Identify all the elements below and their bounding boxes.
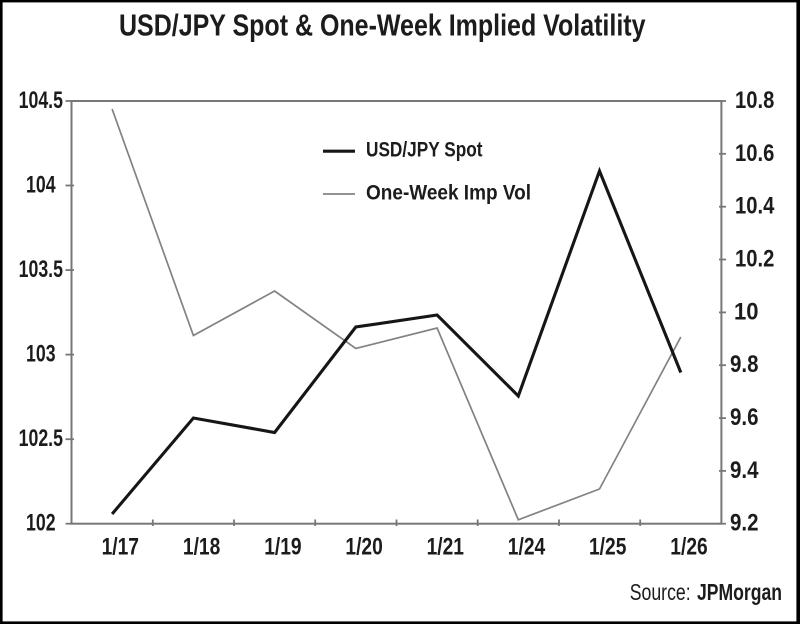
svg-text:10.6: 10.6 <box>735 140 774 167</box>
svg-text:USD/JPY Spot & One-Week Implie: USD/JPY Spot & One-Week Implied Volatili… <box>119 7 646 42</box>
svg-text:10.8: 10.8 <box>735 87 774 114</box>
svg-text:USD/JPY Spot: USD/JPY Spot <box>366 138 483 161</box>
svg-text:1/17: 1/17 <box>102 533 139 560</box>
svg-text:104: 104 <box>26 172 56 199</box>
svg-text:1/19: 1/19 <box>264 533 301 560</box>
svg-text:9.2: 9.2 <box>730 510 759 537</box>
svg-text:103: 103 <box>26 341 56 368</box>
svg-text:102.5: 102.5 <box>19 425 63 452</box>
svg-text:1/18: 1/18 <box>183 533 220 560</box>
svg-text:104.5: 104.5 <box>19 87 63 114</box>
svg-text:9.8: 9.8 <box>730 351 759 378</box>
svg-text:1/24: 1/24 <box>508 533 546 560</box>
svg-text:103.5: 103.5 <box>19 256 63 283</box>
svg-text:JPMorgan: JPMorgan <box>697 579 782 605</box>
svg-text:1/25: 1/25 <box>589 533 626 560</box>
svg-text:1/20: 1/20 <box>345 533 382 560</box>
svg-text:9.4: 9.4 <box>730 457 759 484</box>
svg-text:9.6: 9.6 <box>730 404 759 431</box>
svg-text:10: 10 <box>734 298 759 325</box>
svg-text:1/21: 1/21 <box>427 533 464 560</box>
svg-text:10.4: 10.4 <box>735 193 775 220</box>
svg-text:1/26: 1/26 <box>670 533 707 560</box>
svg-text:102: 102 <box>26 510 56 537</box>
svg-text:10.2: 10.2 <box>735 246 774 273</box>
svg-text:One-Week Imp Vol: One-Week Imp Vol <box>366 182 531 205</box>
svg-text:Source:: Source: <box>630 579 691 605</box>
